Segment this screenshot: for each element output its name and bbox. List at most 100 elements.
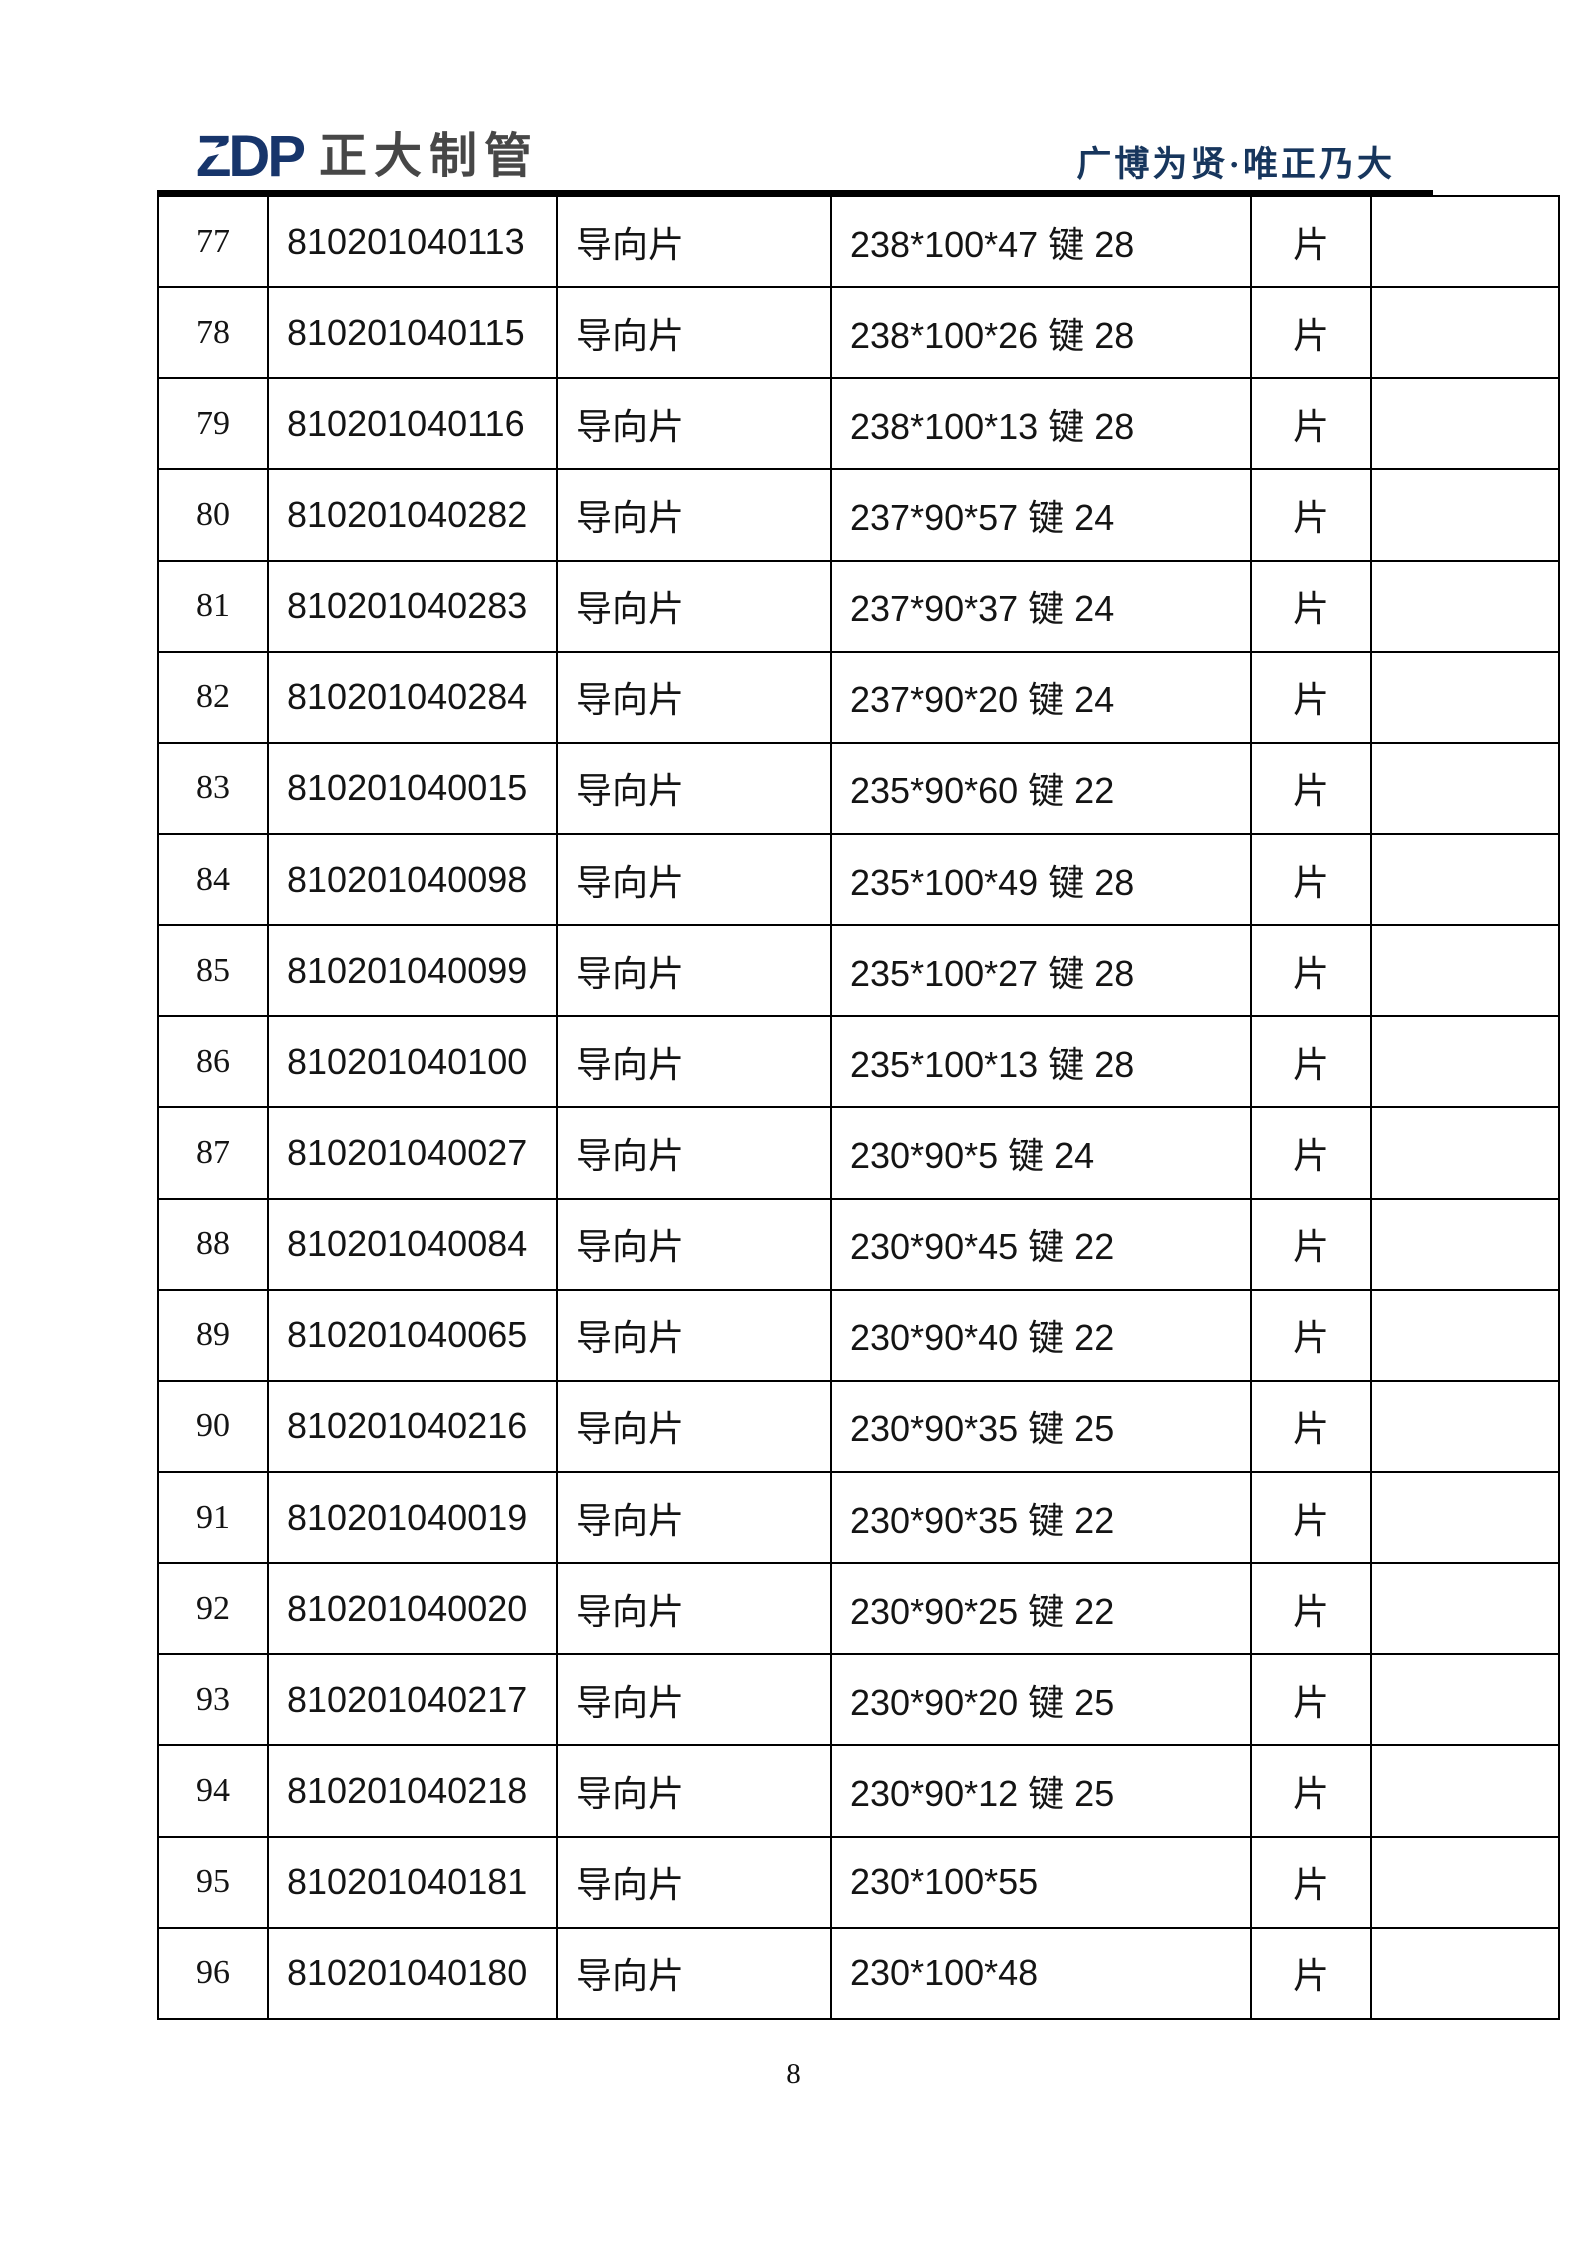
code-cell: 810201040282 xyxy=(267,468,558,562)
spec-cell: 230*90*12 键 25 xyxy=(830,1744,1252,1838)
code-cell: 810201040113 xyxy=(267,194,558,289)
unit-cell: 片 xyxy=(1250,741,1372,835)
name-cell: 导向片 xyxy=(556,650,832,744)
table-row: 81 810201040283 导向片 237*90*37 键 24 片 xyxy=(157,559,1560,653)
table-row: 95 810201040181 导向片 230*100*55 片 xyxy=(157,1835,1560,1929)
spec-cell: 230*90*25 键 22 xyxy=(830,1562,1252,1656)
code-cell: 810201040084 xyxy=(267,1197,558,1291)
table-row: 90 810201040216 导向片 230*90*35 键 25 片 xyxy=(157,1379,1560,1473)
table-row: 82 810201040284 导向片 237*90*20 键 24 片 xyxy=(157,650,1560,744)
unit-cell: 片 xyxy=(1250,1835,1372,1929)
note-cell xyxy=(1370,650,1560,744)
page-number: 8 xyxy=(786,2058,801,2090)
seq-cell: 93 xyxy=(157,1653,269,1747)
seq-cell: 89 xyxy=(157,1288,269,1382)
seq-cell: 96 xyxy=(157,1926,269,2021)
unit-cell: 片 xyxy=(1250,1470,1372,1565)
seq-cell: 79 xyxy=(157,377,269,471)
table-row: 94 810201040218 导向片 230*90*12 键 25 片 xyxy=(157,1744,1560,1838)
note-cell xyxy=(1370,1288,1560,1382)
name-cell: 导向片 xyxy=(556,468,832,562)
table-row: 88 810201040084 导向片 230*90*45 键 22 片 xyxy=(157,1197,1560,1291)
seq-cell: 77 xyxy=(157,194,269,289)
code-cell: 810201040027 xyxy=(267,1106,558,1200)
code-cell: 810201040181 xyxy=(267,1835,558,1929)
table-row: 84 810201040098 导向片 235*100*49 键 28 片 xyxy=(157,832,1560,927)
name-cell: 导向片 xyxy=(556,832,832,927)
table-row: 80 810201040282 导向片 237*90*57 键 24 片 xyxy=(157,468,1560,562)
code-cell: 810201040216 xyxy=(267,1379,558,1473)
code-cell: 810201040180 xyxy=(267,1926,558,2021)
spec-cell: 235*100*49 键 28 xyxy=(830,832,1252,927)
spec-cell: 237*90*20 键 24 xyxy=(830,650,1252,744)
note-cell xyxy=(1370,1562,1560,1656)
unit-cell: 片 xyxy=(1250,1379,1372,1473)
seq-cell: 87 xyxy=(157,1106,269,1200)
name-cell: 导向片 xyxy=(556,1106,832,1200)
code-cell: 810201040065 xyxy=(267,1288,558,1382)
spec-cell: 235*100*27 键 28 xyxy=(830,924,1252,1018)
table-row: 92 810201040020 导向片 230*90*25 键 22 片 xyxy=(157,1562,1560,1656)
company-name: 正大制管 xyxy=(319,130,540,183)
name-cell: 导向片 xyxy=(556,1288,832,1382)
note-cell xyxy=(1370,1653,1560,1747)
note-cell xyxy=(1370,1470,1560,1565)
seq-cell: 88 xyxy=(157,1197,269,1291)
table-row: 86 810201040100 导向片 235*100*13 键 28 片 xyxy=(157,1015,1560,1109)
code-cell: 810201040217 xyxy=(267,1653,558,1747)
spec-cell: 230*100*55 xyxy=(830,1835,1252,1929)
unit-cell: 片 xyxy=(1250,1926,1372,2021)
unit-cell: 片 xyxy=(1250,1106,1372,1200)
note-cell xyxy=(1370,559,1560,653)
unit-cell: 片 xyxy=(1250,1653,1372,1747)
table-row: 79 810201040116 导向片 238*100*13 键 28 片 xyxy=(157,377,1560,471)
seq-cell: 81 xyxy=(157,559,269,653)
seq-cell: 90 xyxy=(157,1379,269,1473)
spec-cell: 230*90*20 键 25 xyxy=(830,1653,1252,1747)
note-cell xyxy=(1370,1197,1560,1291)
seq-cell: 82 xyxy=(157,650,269,744)
spec-cell: 230*100*48 xyxy=(830,1926,1252,2021)
unit-cell: 片 xyxy=(1250,832,1372,927)
note-cell xyxy=(1370,1744,1560,1838)
spec-cell: 230*90*5 键 24 xyxy=(830,1106,1252,1200)
name-cell: 导向片 xyxy=(556,1197,832,1291)
unit-cell: 片 xyxy=(1250,1288,1372,1382)
seq-cell: 92 xyxy=(157,1562,269,1656)
seq-cell: 80 xyxy=(157,468,269,562)
code-cell: 810201040015 xyxy=(267,741,558,835)
header-divider xyxy=(157,190,1433,195)
note-cell xyxy=(1370,286,1560,380)
spec-cell: 235*100*13 键 28 xyxy=(830,1015,1252,1109)
code-cell: 810201040098 xyxy=(267,832,558,927)
table-row: 87 810201040027 导向片 230*90*5 键 24 片 xyxy=(157,1106,1560,1200)
seq-cell: 84 xyxy=(157,832,269,927)
note-cell xyxy=(1370,1379,1560,1473)
company-logo: ZDP 正大制管 xyxy=(191,128,540,186)
name-cell: 导向片 xyxy=(556,1470,832,1565)
code-cell: 810201040284 xyxy=(267,650,558,744)
name-cell: 导向片 xyxy=(556,1562,832,1656)
spec-cell: 238*100*13 键 28 xyxy=(830,377,1252,471)
unit-cell: 片 xyxy=(1250,1562,1372,1656)
name-cell: 导向片 xyxy=(556,559,832,653)
note-cell xyxy=(1370,194,1560,289)
note-cell xyxy=(1370,468,1560,562)
name-cell: 导向片 xyxy=(556,194,832,289)
seq-cell: 95 xyxy=(157,1835,269,1929)
table-row: 78 810201040115 导向片 238*100*26 键 28 片 xyxy=(157,286,1560,380)
name-cell: 导向片 xyxy=(556,1835,832,1929)
company-slogan: 广博为贤·唯正乃大 xyxy=(1076,145,1395,184)
code-cell: 810201040019 xyxy=(267,1470,558,1565)
table-row: 91 810201040019 导向片 230*90*35 键 22 片 xyxy=(157,1470,1560,1565)
unit-cell: 片 xyxy=(1250,377,1372,471)
table-row: 77 810201040113 导向片 238*100*47 键 28 片 xyxy=(157,194,1560,289)
table-row: 93 810201040217 导向片 230*90*20 键 25 片 xyxy=(157,1653,1560,1747)
note-cell xyxy=(1370,1015,1560,1109)
unit-cell: 片 xyxy=(1250,650,1372,744)
note-cell xyxy=(1370,832,1560,927)
parts-table: 77 810201040113 导向片 238*100*47 键 28 片 78 81020… xyxy=(157,194,1560,2021)
spec-cell: 238*100*47 键 28 xyxy=(830,194,1252,289)
note-cell xyxy=(1370,924,1560,1018)
